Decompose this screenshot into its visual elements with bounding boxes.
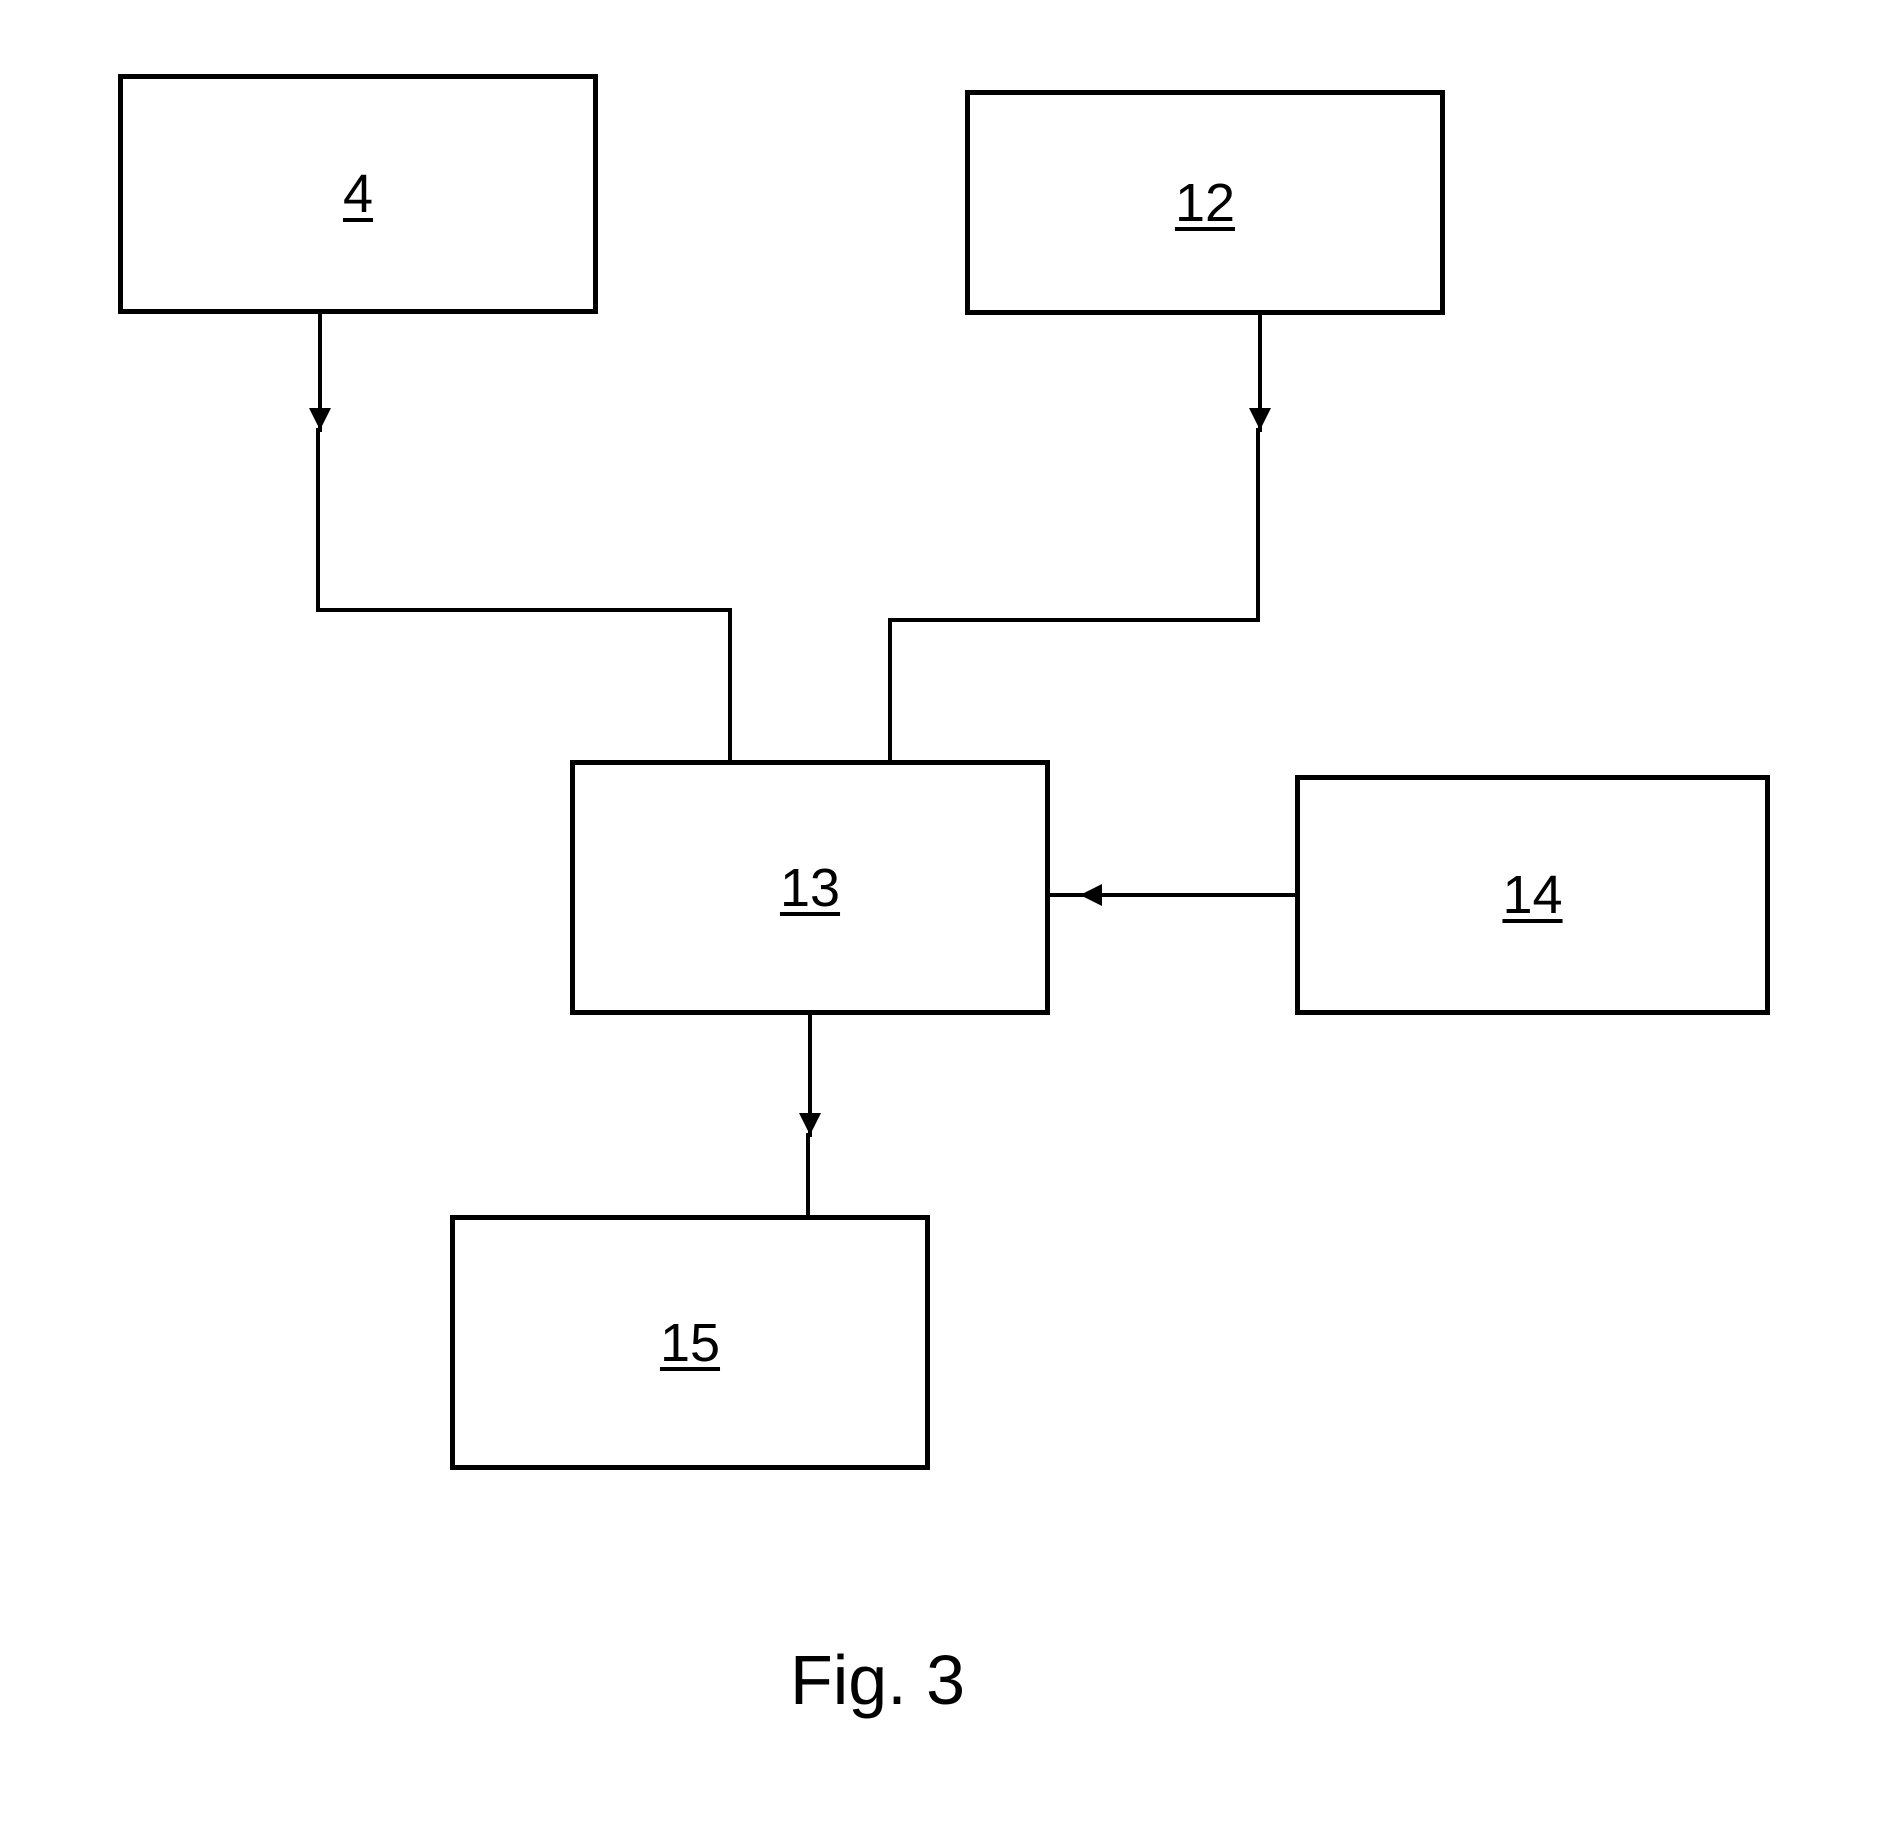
node-13-label: 13 <box>780 857 840 919</box>
node-14: 14 <box>1295 775 1770 1015</box>
node-12-label: 12 <box>1175 172 1235 234</box>
node-4-label: 4 <box>343 163 373 225</box>
node-15-label: 15 <box>660 1312 720 1374</box>
node-13: 13 <box>570 760 1050 1015</box>
node-14-label: 14 <box>1502 864 1562 926</box>
node-15: 15 <box>450 1215 930 1470</box>
diagram-canvas: 4 12 13 14 15 Fig. 3 <box>0 0 1898 1821</box>
figure-caption: Fig. 3 <box>790 1640 965 1720</box>
node-4: 4 <box>118 74 598 314</box>
node-12: 12 <box>965 90 1445 315</box>
